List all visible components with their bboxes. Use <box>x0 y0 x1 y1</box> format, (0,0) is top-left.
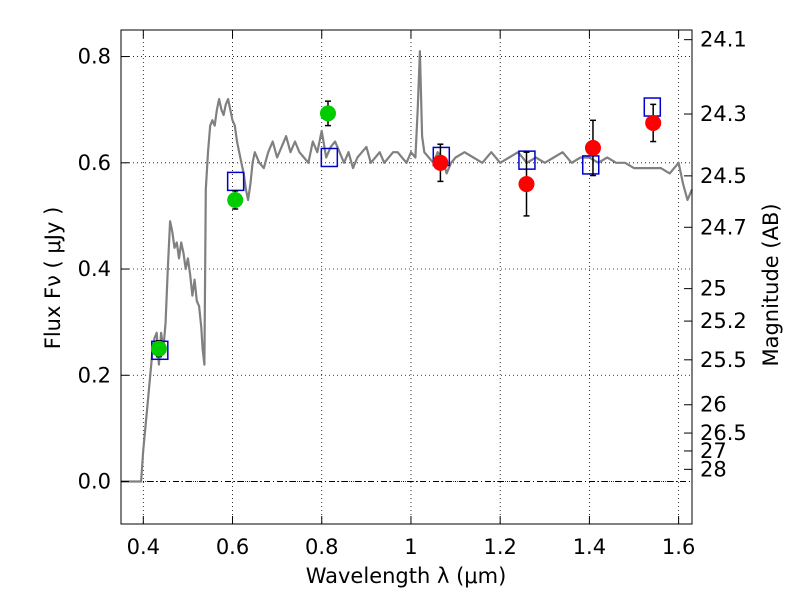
y2-tick-label-9: 27 <box>700 439 727 463</box>
y-tick-label-3: 0.6 <box>78 151 111 175</box>
y2-tick-label-3: 24.7 <box>700 215 747 239</box>
y2-tick-label-7: 26 <box>700 393 727 417</box>
red-data-point-0 <box>432 154 449 171</box>
red-data-point-3 <box>645 114 662 131</box>
tick-layer: 0.4 0.6 0.8 1 1.2 1.4 1.6 0.0 0.2 0.4 0.6 0.8 24.1 24… <box>78 28 747 559</box>
axes-layer <box>120 29 693 525</box>
x-axis-label: Wavelength λ (μm) <box>306 564 507 588</box>
model-flux-box-6 <box>643 97 662 117</box>
model-spectrum-line <box>121 50 694 483</box>
x-tick-label-0: 0.4 <box>127 535 160 559</box>
x-tick-label-6: 1.6 <box>662 535 695 559</box>
y2-tick-label-4: 25 <box>700 277 727 301</box>
y2-tick-label-8: 26.5 <box>700 421 747 445</box>
y2-tick-label-6: 25.5 <box>700 348 747 372</box>
y-axis-label: Flux Fν ( μJy ) <box>41 207 65 350</box>
y-tick-label-1: 0.2 <box>78 363 111 387</box>
grid-layer <box>121 30 692 524</box>
y2-tick-label-0: 24.1 <box>700 28 747 52</box>
y2-axis-label: Magnitude (AB) <box>759 203 783 366</box>
y2-tick-label-1: 24.3 <box>700 102 747 126</box>
y2-tick-label-2: 24.5 <box>700 164 747 188</box>
y-tick-label-2: 0.4 <box>78 257 111 281</box>
green-data-point-1 <box>227 191 244 208</box>
x-tick-label-2: 0.8 <box>305 535 338 559</box>
x-tick-label-4: 1.2 <box>483 535 516 559</box>
y-tick-label-4: 0.8 <box>78 45 111 69</box>
model-flux-box-1 <box>226 171 245 192</box>
x-tick-label-1: 0.6 <box>216 535 249 559</box>
red-data-point-1 <box>518 176 535 193</box>
model-flux-box-5 <box>581 155 600 175</box>
plot-frame <box>120 29 693 525</box>
series-layer <box>121 50 694 483</box>
y2-tick-label-5: 25.2 <box>700 309 747 333</box>
y-tick-label-0: 0.0 <box>78 470 111 494</box>
green-data-point-2 <box>319 105 336 122</box>
green-data-point-0 <box>150 340 167 357</box>
red-data-point-2 <box>584 139 601 156</box>
x-tick-label-3: 1 <box>404 535 417 559</box>
y2-tick-label-10: 28 <box>700 457 727 481</box>
model-flux-box-2 <box>320 147 339 168</box>
x-tick-label-5: 1.4 <box>573 535 606 559</box>
